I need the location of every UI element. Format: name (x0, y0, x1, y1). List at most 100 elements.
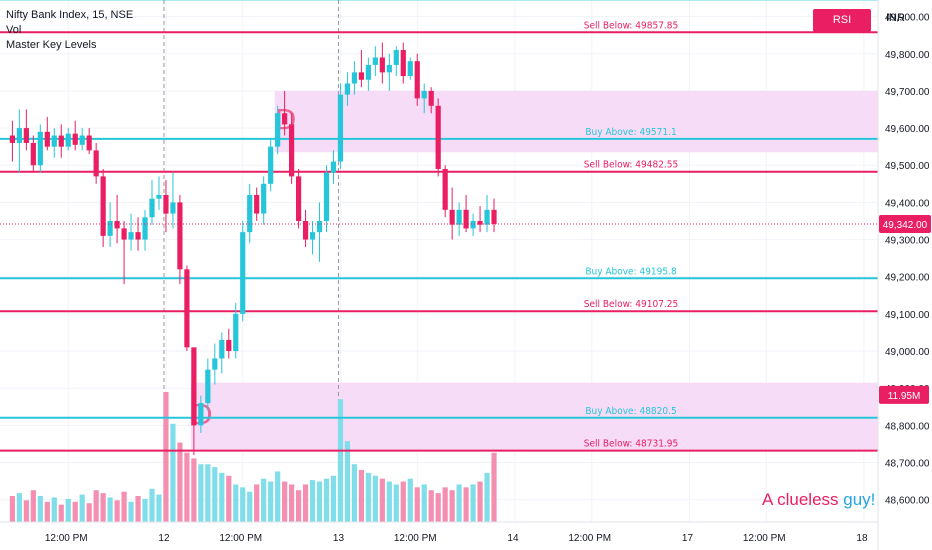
volume-bar (330, 475, 337, 522)
candle-body (219, 339, 225, 359)
candle-body (44, 131, 50, 147)
price-tick-label: 48,800.00 (885, 421, 930, 432)
candle-body (23, 128, 29, 143)
volume-bar (470, 484, 476, 522)
candle-body (316, 220, 323, 233)
price-tick-label: 49,700.00 (885, 87, 930, 98)
candle-body (212, 358, 218, 370)
volume-bar (177, 442, 183, 522)
volume-bar (275, 471, 281, 522)
candle-body (121, 228, 127, 240)
volume-bar (247, 491, 253, 522)
volume-bar (9, 496, 15, 522)
volume-bar (289, 484, 295, 522)
candle-body (135, 232, 141, 240)
demand-zones: DD (190, 90, 878, 450)
volume-bar (156, 494, 162, 522)
volume-value-label: 11.95M (888, 391, 921, 402)
watermark-part-2: guy! (843, 490, 876, 509)
candle-body (205, 369, 211, 404)
candle-body (275, 113, 281, 147)
key-level-label: Sell Below: 49857.85 (584, 20, 678, 31)
candle-body (400, 50, 406, 77)
volume-bar (442, 487, 448, 522)
indicator-master-key-levels-label[interactable]: Master Key Levels (6, 39, 97, 51)
price-tick-label: 49,500.00 (885, 161, 930, 172)
candle-body (393, 50, 399, 65)
candle-body (484, 209, 490, 225)
candle-body (65, 133, 71, 147)
volume-bar (400, 481, 406, 522)
volume-bar (30, 490, 36, 522)
candle-body (323, 172, 330, 221)
candle-body (379, 57, 385, 73)
volume-bar (114, 500, 120, 522)
demand-zone (274, 90, 878, 153)
volume-bar (163, 392, 169, 522)
volume-bar (261, 478, 267, 522)
candle-body (365, 64, 371, 80)
symbol-title[interactable]: Nifty Bank Index, 15, NSE (6, 9, 134, 21)
volume-bar (421, 484, 427, 522)
candle-body (114, 220, 120, 229)
candle-body (470, 220, 476, 229)
volume-bar (358, 470, 364, 522)
volume-bar (344, 441, 351, 522)
indicator-vol-label[interactable]: Vol (6, 24, 22, 36)
currency-label[interactable]: INR (886, 12, 905, 24)
volume-bar (149, 488, 155, 522)
price-axis[interactable]: 49,900.00 49,800.00 49,700.00 49,600.00 49,5… (877, 0, 931, 550)
candle-body (72, 133, 78, 145)
candle-body (282, 113, 288, 125)
candle-body (289, 124, 295, 177)
candle-body (226, 339, 232, 352)
volume-bar (268, 481, 274, 522)
volume-bar (337, 399, 344, 522)
candle-body (86, 135, 92, 151)
volume-bar (491, 452, 497, 522)
volume-bar (233, 484, 239, 522)
volume-bar (365, 472, 371, 522)
volume-bar (309, 480, 316, 522)
candle-body (163, 194, 169, 214)
price-tick-label: 49,000.00 (885, 347, 930, 358)
volume-bar (37, 496, 43, 522)
price-tick-label: 49,100.00 (885, 310, 930, 321)
volume-bar (170, 423, 176, 522)
last-price-tag (879, 214, 931, 233)
candle-body (261, 183, 267, 214)
candle-body (184, 269, 190, 348)
demand-zone (190, 382, 878, 450)
volume-bar (435, 493, 441, 522)
volume-bar (484, 472, 490, 522)
time-axis[interactable]: 12:00 PM 12 12:00 PM 13 12:00 PM 14 12:00 PM 17… (0, 521, 878, 544)
volume-bar (142, 498, 148, 522)
price-tick-label: 49,200.00 (885, 273, 930, 284)
candle-body (337, 94, 344, 162)
candle-body (428, 90, 434, 106)
candle-body (142, 217, 148, 240)
volume-bar (212, 467, 218, 522)
price-tick-label: 49,400.00 (885, 198, 930, 209)
volume-bar (72, 501, 78, 522)
volume-bar (414, 487, 420, 522)
volume-bar (477, 481, 483, 522)
time-tick-label: 18 (856, 533, 868, 544)
time-tick-label: 12:00 PM (219, 533, 262, 544)
price-tick-label: 49,900.00 (885, 13, 930, 24)
candle-body (330, 161, 337, 173)
candle-body (254, 194, 260, 214)
volume-bar (51, 497, 57, 522)
watermark-text: A clueless guy! (762, 490, 875, 510)
time-tick-label: 12:00 PM (568, 533, 611, 544)
volume-bar (428, 490, 434, 522)
key-level-label: Buy Above: 49195.8 (585, 266, 677, 277)
key-level-label: Buy Above: 49571.1 (585, 127, 676, 138)
volume-bar (351, 464, 358, 522)
volume-bar (372, 475, 378, 522)
volume-bar (128, 501, 134, 522)
candle-body (309, 232, 316, 240)
volume-bar (323, 478, 330, 522)
time-tick-label: 17 (682, 533, 694, 544)
